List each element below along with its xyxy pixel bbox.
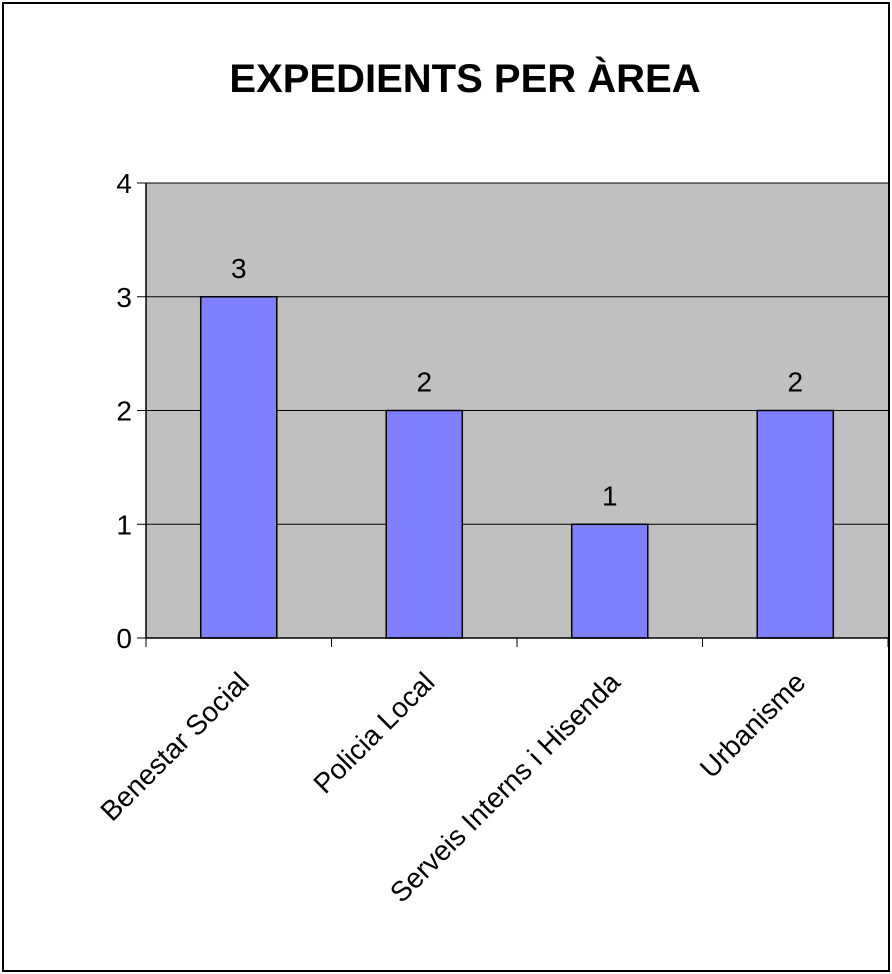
y-tick-label: 4 — [116, 168, 132, 199]
data-label: 2 — [416, 367, 432, 398]
y-tick-label: 1 — [116, 509, 132, 540]
category-label: Urbanisme — [694, 666, 812, 784]
category-label: Policia Local — [307, 666, 440, 799]
y-tick-label: 0 — [116, 623, 132, 654]
bar-4 — [756, 409, 835, 639]
y-tick-label: 2 — [116, 396, 132, 427]
bar-2 — [385, 409, 464, 639]
y-tick-label: 3 — [116, 282, 132, 313]
data-label: 3 — [231, 253, 247, 284]
chart-title: EXPEDIENTS PER ÀREA — [229, 56, 700, 101]
bar-1 — [199, 296, 278, 639]
data-label: 2 — [787, 367, 803, 398]
axes — [137, 182, 889, 647]
bar-3 — [570, 523, 649, 639]
bar-chart: EXPEDIENTS PER ÀREA 0 1 2 3 4 3 Benestar Socia… — [94, 56, 889, 908]
category-label: Benestar Social — [94, 666, 255, 827]
data-label: 1 — [602, 480, 618, 511]
